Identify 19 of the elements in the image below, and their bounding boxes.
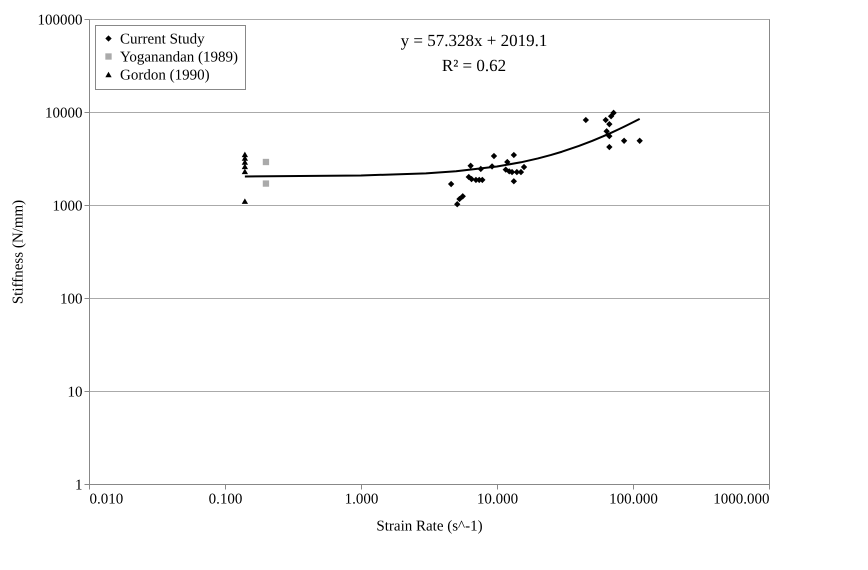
x-tick-label: 1000.000 xyxy=(713,492,770,508)
legend-label: Gordon (1990) xyxy=(120,68,210,84)
y-tick-label: 1000 xyxy=(52,198,82,214)
y-tick-label: 1 xyxy=(75,478,82,494)
x-tick-label: 0.100 xyxy=(208,492,242,508)
annotation: y = 57.328x + 2019.1 xyxy=(400,31,548,50)
x-tick-label: 1.000 xyxy=(344,492,378,508)
y-tick-label: 10000 xyxy=(45,106,82,122)
x-tick-label: 0.010 xyxy=(90,492,124,508)
annotation: R² = 0.62 xyxy=(442,56,506,75)
legend-label: Current Study xyxy=(120,32,206,48)
x-axis-title: Strain Rate (s^-1) xyxy=(376,518,483,534)
y-tick-label: 100 xyxy=(60,292,82,308)
y-tick-label: 100000 xyxy=(38,12,82,28)
x-tick-label: 100.000 xyxy=(609,492,658,508)
legend-label: Yoganandan (1989) xyxy=(120,50,238,66)
y-tick-label: 10 xyxy=(68,384,82,400)
y-axis-title: Stiffness (N/mm) xyxy=(10,200,26,304)
x-tick-label: 10.000 xyxy=(476,492,518,508)
